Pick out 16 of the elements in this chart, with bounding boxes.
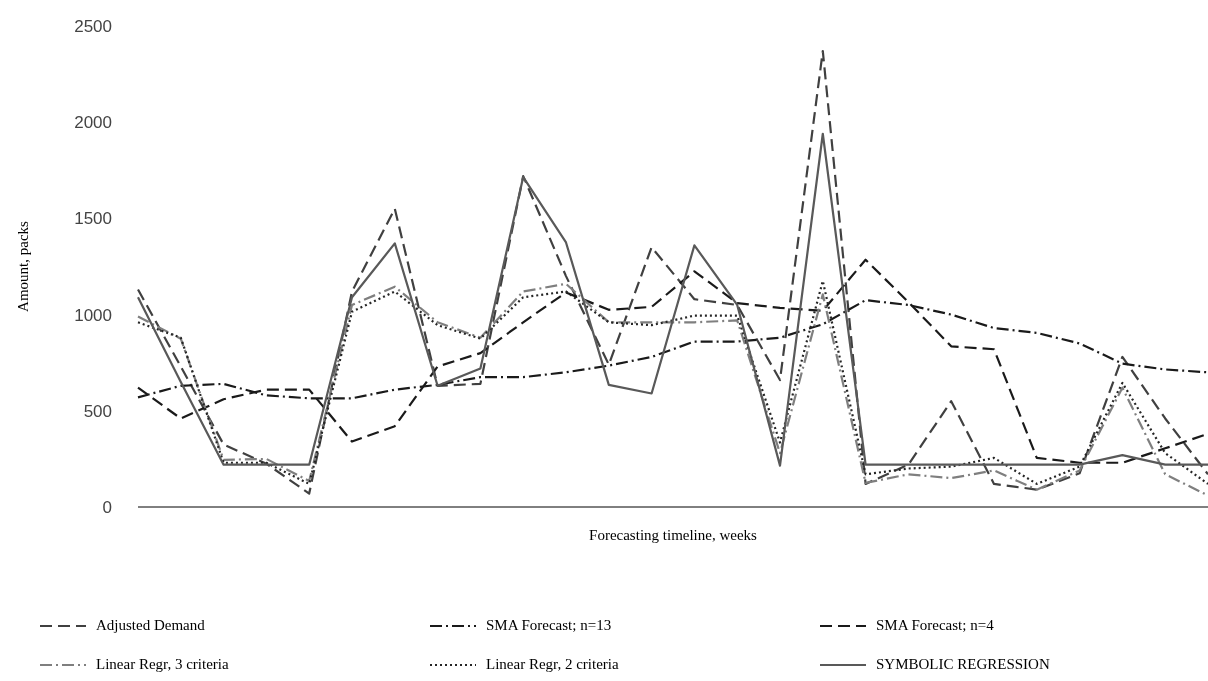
legend-label: Adjusted Demand	[96, 617, 205, 634]
legend-label: SYMBOLIC REGRESSION	[876, 656, 1050, 673]
legend-label: SMA Forecast; n=13	[486, 617, 612, 634]
y-tick-label: 0	[102, 498, 112, 518]
y-tick-label: 1500	[74, 209, 112, 229]
x-axis-title: Forecasting timeline, weeks	[589, 526, 758, 543]
legend-label: SMA Forecast; n=4	[876, 617, 994, 634]
y-tick-label: 2500	[74, 17, 112, 37]
y-tick-label: 2000	[74, 113, 112, 133]
line-series	[136, 132, 1208, 467]
legend-label: Linear Regr, 2 criteria	[486, 656, 619, 673]
legend-label: Linear Regr, 3 criteria	[96, 656, 229, 673]
y-tick-label: 500	[83, 401, 112, 421]
line-series	[136, 49, 1208, 495]
y-tick-label: 1000	[74, 305, 112, 325]
y-axis-title: Amount, packs	[15, 220, 32, 312]
